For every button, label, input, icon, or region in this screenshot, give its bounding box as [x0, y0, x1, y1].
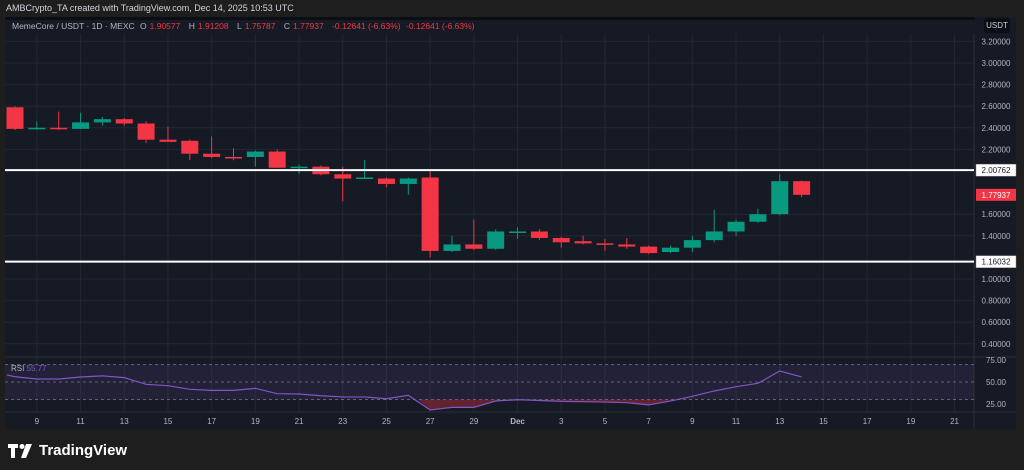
candle-down: [334, 174, 352, 179]
rsi-tick-label: 25.00: [986, 400, 1007, 409]
time-tick-label: 25: [382, 417, 391, 426]
time-tick-label: 13: [775, 417, 784, 426]
candle-up: [509, 231, 527, 233]
chart-background: [5, 17, 1016, 429]
time-tick-label: 15: [163, 417, 172, 426]
time-tick-label: 9: [35, 417, 40, 426]
last-price-label-box: [976, 188, 1016, 201]
candle-down: [574, 241, 592, 244]
candle-down: [50, 127, 68, 130]
candle-up: [246, 151, 264, 157]
level-price-label-box: [975, 163, 1017, 177]
candle-down: [465, 244, 483, 249]
candle-down: [159, 139, 177, 142]
price-tick-label: 0.40000: [982, 340, 1011, 349]
candle-up: [93, 119, 111, 123]
candle-up: [683, 240, 701, 248]
candle-up: [705, 231, 723, 241]
currency-button[interactable]: USDT: [984, 18, 1010, 33]
candle-down: [793, 181, 811, 195]
time-tick-label: 23: [338, 417, 347, 426]
candle-down: [618, 244, 636, 247]
time-tick-label: 13: [120, 417, 129, 426]
price-tick-label: 3.20000: [982, 37, 1011, 46]
candle-down: [268, 151, 286, 168]
low-value: 1.75787: [244, 21, 276, 31]
time-tick-label: 9: [690, 417, 695, 426]
price-tick-label: 2.40000: [982, 124, 1011, 133]
price-tick-label: 2.20000: [982, 145, 1011, 154]
candle-down: [596, 243, 614, 245]
time-tick-label: 19: [251, 417, 260, 426]
tradingview-logo[interactable]: TradingView: [8, 442, 127, 459]
level-price-label: 1.16032: [982, 258, 1011, 267]
symbol-legend: MemeCore / USDT · 1D · MEXC O 1.90577 H 1.…: [12, 21, 475, 31]
rsi-tick-label: 75.00: [986, 356, 1007, 365]
tradingview-logo-icon: [8, 443, 32, 458]
candle-up: [399, 178, 417, 184]
time-tick-label: 27: [426, 417, 435, 426]
last-price-label: 1.77937: [982, 191, 1011, 200]
price-tick-label: 1.40000: [982, 232, 1011, 241]
header-bar: [0, 0, 1024, 17]
candle-down: [377, 178, 395, 184]
chart-top-edge: [5, 17, 1016, 20]
candle-down: [530, 231, 548, 238]
rsi-value: 55.77: [26, 364, 47, 373]
time-tick-label: 21: [295, 417, 304, 426]
rsi-legend: RSI 55.77: [11, 364, 47, 373]
candle-down: [115, 119, 133, 124]
price-tick-label: 2.80000: [982, 81, 1011, 90]
time-tick-label: Dec: [510, 417, 525, 426]
candle-down: [421, 177, 439, 251]
candle-up: [727, 221, 745, 232]
candle-up: [290, 166, 308, 169]
level-price-label: 2.00762: [982, 166, 1011, 175]
symbol-name[interactable]: MemeCore / USDT · 1D · MEXC: [12, 21, 135, 31]
candle-up: [662, 247, 679, 252]
time-tick-label: 3: [559, 417, 564, 426]
time-tick-label: 17: [863, 417, 872, 426]
level-price-label-box: [975, 255, 1017, 268]
chart-header: AMBCrypto_TA created with TradingView.co…: [6, 3, 294, 13]
time-tick-label: 21: [950, 417, 959, 426]
candle-up: [72, 122, 90, 129]
change-value: -0.12641 (-6.63%): [332, 21, 401, 31]
price-tick-label: 1.00000: [982, 275, 1011, 284]
candle-up: [487, 231, 505, 249]
rsi-line: [6, 370, 802, 411]
time-tick-label: 11: [76, 417, 85, 426]
candle-up: [28, 127, 46, 130]
candle-down: [137, 123, 155, 140]
open-value: 1.90577: [149, 21, 181, 31]
change-value-2: -0.12641 (-6.63%): [405, 21, 475, 31]
close-value: 1.77937: [292, 21, 324, 31]
candle-up: [771, 181, 789, 215]
time-tick-label: 29: [469, 417, 478, 426]
candle-up: [356, 177, 374, 179]
candle-down: [552, 237, 570, 243]
price-tick-label: 1.60000: [982, 210, 1011, 219]
candle-down: [181, 140, 199, 154]
price-tick-label: 2.60000: [982, 102, 1011, 111]
rsi-band: [5, 364, 974, 400]
price-tick-label: 0.80000: [982, 297, 1011, 306]
time-tick-label: 7: [646, 417, 651, 426]
price-tick-label: 3.00000: [982, 59, 1011, 68]
rsi-tick-label: 50.00: [986, 378, 1007, 387]
time-tick-label: 11: [732, 417, 741, 426]
time-tick-label: 5: [603, 417, 608, 426]
candle-up: [749, 214, 767, 222]
candle-up: [443, 244, 461, 251]
price-tick-label: 0.60000: [982, 318, 1011, 327]
high-value: 1.91208: [197, 21, 229, 31]
candle-down: [640, 246, 658, 254]
candle-down: [225, 156, 242, 159]
candle-down: [203, 153, 221, 157]
time-tick-label: 17: [207, 417, 216, 426]
time-tick-label: 15: [819, 417, 828, 426]
time-tick-label: 19: [906, 417, 915, 426]
candle-down: [6, 107, 24, 129]
